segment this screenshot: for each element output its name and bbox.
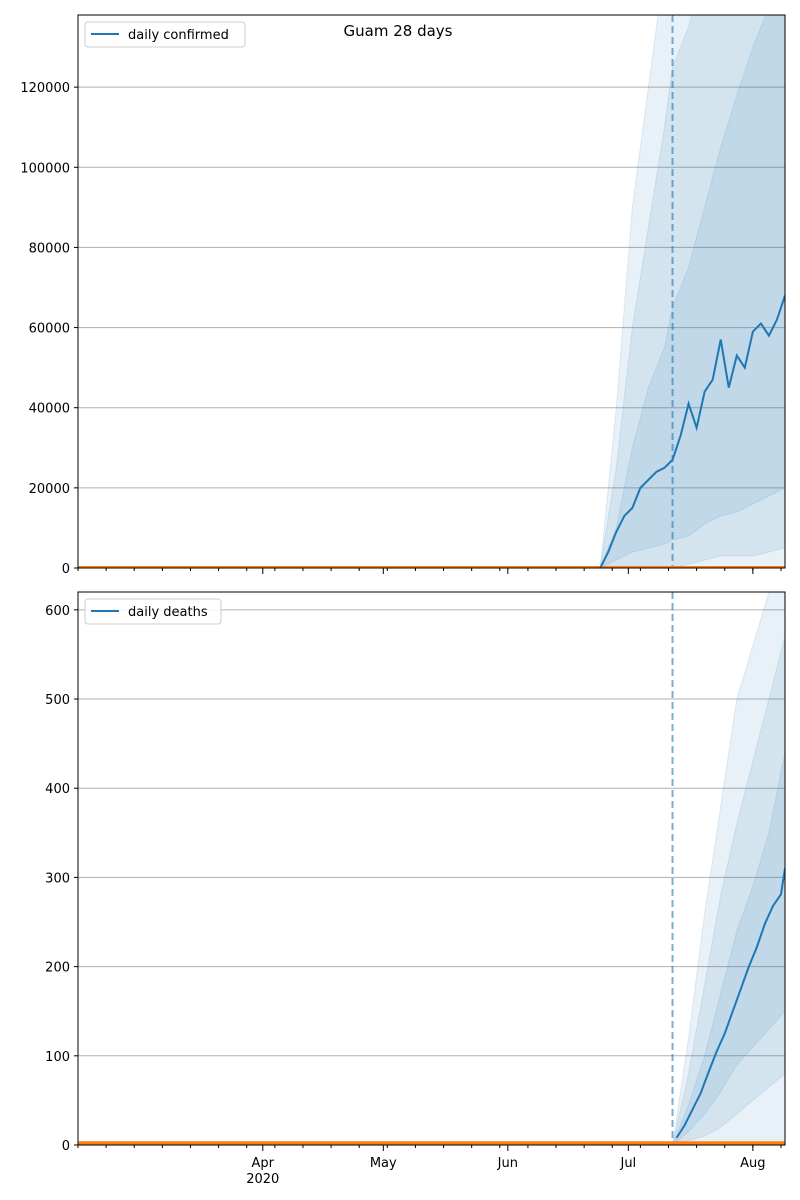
- plot-area: [78, 15, 785, 568]
- y-tick-label: 20000: [29, 482, 70, 497]
- series-line: [675, 868, 785, 1139]
- y-tick-label: 300: [45, 871, 70, 886]
- uncertainty-band: [672, 592, 785, 1145]
- x-tick-label: May: [370, 1156, 397, 1171]
- uncertainty-band: [599, 15, 785, 568]
- y-tick-label: 500: [45, 693, 70, 708]
- legend-box: [84, 21, 246, 48]
- uncertainty-band: [599, 15, 785, 568]
- x-year-label: 2020: [246, 1172, 279, 1187]
- y-tick-label: 0: [62, 562, 70, 577]
- y-tick-label: 40000: [29, 402, 70, 417]
- y-tick-label: 0: [62, 1139, 70, 1154]
- uncertainty-band: [599, 15, 785, 568]
- y-tick-label: 120000: [20, 81, 70, 96]
- y-tick-label: 60000: [29, 322, 70, 337]
- y-tick-label: 100: [45, 1050, 70, 1065]
- y-tick-label: 80000: [29, 241, 70, 256]
- axes-frame: [77, 591, 786, 1146]
- x-tick-label: Apr: [252, 1156, 275, 1171]
- y-tick-label: 400: [45, 782, 70, 797]
- uncertainty-band: [672, 636, 785, 1145]
- axes-frame: [77, 14, 786, 569]
- legend-box: [84, 598, 222, 625]
- x-tick-label: Aug: [740, 1156, 765, 1171]
- deaths-chart-panel: 0 100 200 300 400 500 600 daily deaths Apr May Jun…: [45, 591, 786, 1187]
- uncertainty-band: [672, 752, 785, 1145]
- confirmed-chart-panel: 0 20000 40000 60000 80000 100000 120000 daily c…: [20, 14, 786, 577]
- series-line: [599, 295, 785, 568]
- plot-area: [78, 592, 785, 1145]
- legend: daily deaths: [84, 598, 222, 625]
- x-tick-label: Jul: [619, 1156, 636, 1171]
- x-tick-label: Jun: [497, 1156, 518, 1171]
- legend-label: daily deaths: [128, 605, 208, 620]
- legend: daily confirmed: [84, 21, 246, 48]
- y-tick-label: 200: [45, 961, 70, 976]
- y-tick-label: 600: [45, 604, 70, 619]
- y-tick-label: 100000: [20, 161, 70, 176]
- chart-title: Guam 28 days: [344, 22, 453, 40]
- legend-label: daily confirmed: [128, 28, 229, 43]
